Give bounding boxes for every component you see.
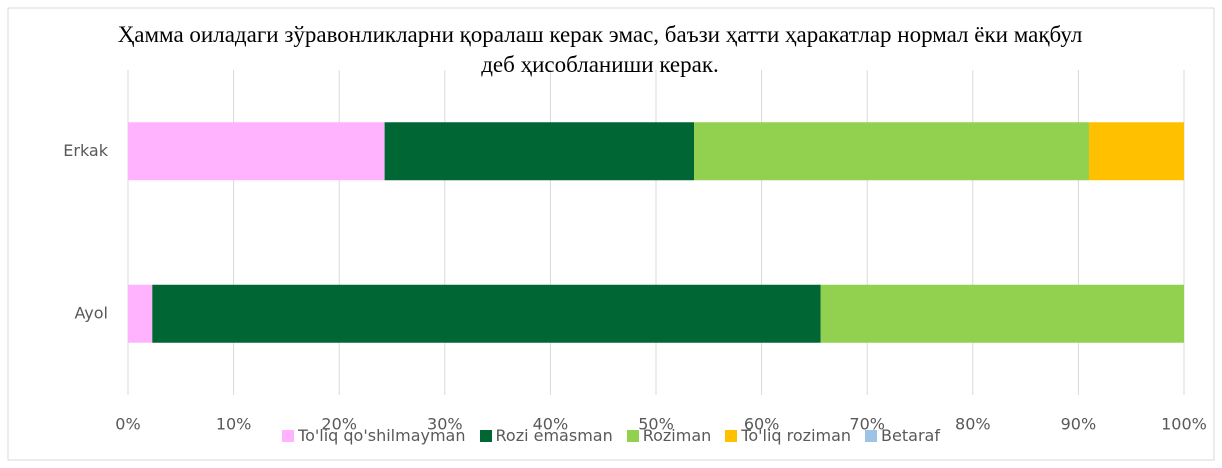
bar-segment [152, 284, 821, 343]
legend-label: To'liq qo'shilmayman [298, 426, 466, 445]
bar-segment [820, 284, 1184, 343]
x-tick-label: 10% [216, 415, 252, 434]
x-tick-label: 50% [638, 415, 674, 434]
legend-label: Betaraf [881, 426, 940, 445]
x-tick-label: 60% [744, 415, 780, 434]
legend-swatch [725, 430, 738, 442]
x-tick-label: 40% [533, 415, 569, 434]
x-tick-label: 100% [1161, 415, 1207, 434]
legend-swatch [282, 430, 295, 442]
x-tick-label: 30% [427, 415, 463, 434]
bar-segment [1088, 122, 1184, 181]
legend-item: To'liq qo'shilmayman [282, 425, 466, 447]
x-tick-label: 0% [115, 415, 140, 434]
x-tick-label: 90% [1061, 415, 1097, 434]
bar-segment [128, 122, 385, 181]
legend-item: Betaraf [865, 425, 940, 447]
legend-item: To'liq roziman [725, 425, 851, 447]
y-tick-label: Ayol [74, 303, 108, 322]
legend: To'liq qo'shilmayman Rozi emasman Roziman T… [0, 425, 1222, 447]
legend-swatch [479, 430, 492, 442]
legend-swatch [865, 430, 878, 442]
x-tick-label: 70% [849, 415, 885, 434]
legend-swatch [626, 430, 639, 442]
x-tick-label: 20% [321, 415, 357, 434]
x-tick-label: 80% [955, 415, 991, 434]
legend-label: Roziman [642, 426, 712, 445]
legend-label: To'liq roziman [741, 426, 852, 445]
legend-item: Rozi emasman [479, 425, 613, 447]
bar-segment [384, 122, 695, 181]
bar-segment [694, 122, 1089, 181]
legend-item: Roziman [626, 425, 712, 447]
bar-segment [128, 284, 153, 343]
chart-title: Ҳамма оиладаги зўравонликларни қоралаш к… [117, 22, 1083, 77]
chart-border [7, 7, 1215, 461]
legend-label: Rozi emasman [495, 426, 613, 445]
y-tick-label: Erkak [63, 141, 108, 160]
